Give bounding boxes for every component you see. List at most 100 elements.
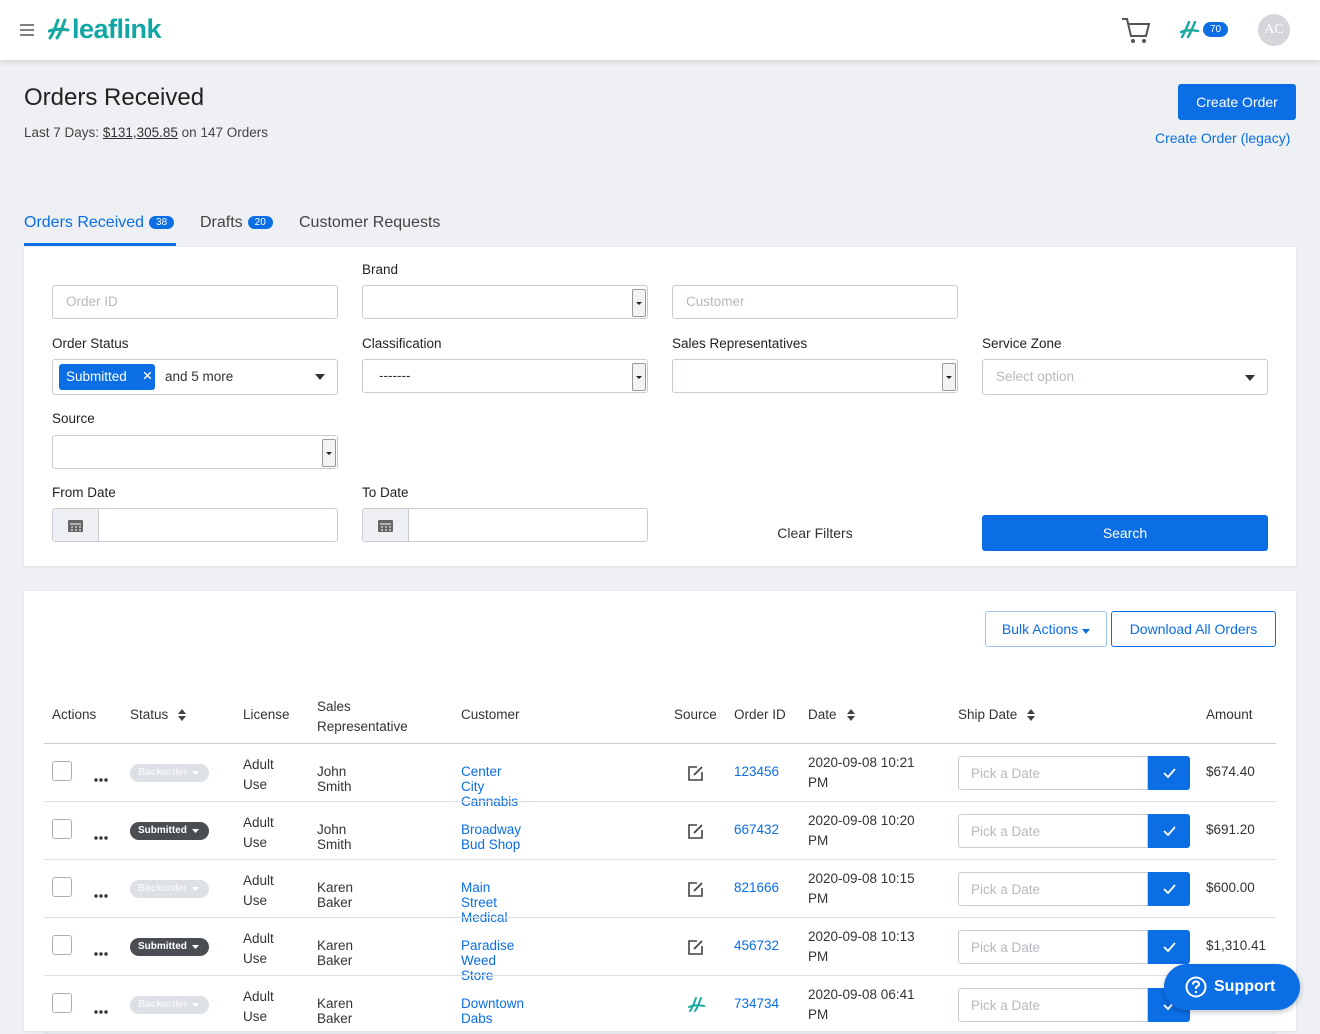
row-checkbox[interactable] [52, 935, 72, 955]
row-actions-menu[interactable] [94, 827, 108, 843]
order-id-link[interactable]: 456732 [734, 938, 780, 953]
row-actions-menu[interactable] [94, 885, 108, 901]
to-date-input[interactable] [362, 508, 648, 542]
leaflink-icon[interactable] [1180, 21, 1200, 39]
row-checkbox[interactable] [52, 819, 72, 839]
create-order-button[interactable]: Create Order [1178, 84, 1296, 120]
order-status-select[interactable]: Submitted and 5 more [52, 359, 338, 395]
customer-link[interactable]: Downtown Dabs [461, 996, 525, 1026]
download-button[interactable]: Download All Orders [1111, 611, 1276, 647]
customer-link[interactable]: Main Street Medical [461, 880, 508, 925]
label: Source [52, 411, 95, 426]
cart-icon[interactable] [1121, 16, 1151, 44]
header-rule [44, 743, 1276, 744]
ship-date-confirm[interactable] [1148, 872, 1190, 906]
customer-input[interactable]: Customer [672, 285, 958, 319]
notification-badge: 70 [1203, 22, 1229, 37]
column-header[interactable]: Status [130, 707, 187, 722]
tab[interactable]: Customer Requests [299, 214, 441, 231]
ship-date-confirm[interactable] [1148, 756, 1190, 790]
tab-count: 38 [149, 216, 175, 230]
label: Sales Representatives [672, 336, 808, 351]
placeholder: Order ID [66, 294, 118, 309]
source-select[interactable] [52, 435, 338, 469]
label: Service Zone [982, 336, 1062, 351]
support-label: Support [1214, 978, 1276, 995]
license: Adult Use [243, 815, 274, 850]
clear-filters-button[interactable]: Clear Filters [777, 525, 853, 541]
ship-date-confirm[interactable] [1148, 814, 1190, 848]
customer-link[interactable]: Paradise Weed Store [461, 938, 515, 983]
brand-select[interactable] [362, 285, 648, 319]
page-title: Orders Received [24, 84, 205, 111]
row-actions-menu[interactable] [94, 943, 108, 959]
help-icon [1185, 976, 1207, 998]
status-pill[interactable]: Backorder [130, 764, 210, 782]
label: From Date [52, 485, 116, 500]
tab-label: Drafts [200, 214, 243, 231]
service-zone-select[interactable]: Select option [982, 359, 1268, 395]
customer-link[interactable]: Center City Cannabis [461, 764, 519, 809]
ship-date-input[interactable]: Pick a Date [958, 872, 1148, 906]
status-pill[interactable]: Submitted [130, 822, 209, 840]
status-pill[interactable]: Backorder [130, 880, 210, 898]
source-icon [688, 765, 704, 784]
tab[interactable]: Drafts 20 [200, 214, 273, 232]
source-icon [688, 823, 704, 842]
label: Classification [362, 336, 442, 351]
row-checkbox[interactable] [52, 877, 72, 897]
select-value: ------- [379, 368, 411, 383]
order-id-link[interactable]: 667432 [734, 822, 780, 837]
placeholder: Pick a Date [971, 882, 1041, 897]
column-header[interactable]: Date [808, 707, 855, 722]
sales-rep: Karen Baker [317, 938, 354, 968]
logo[interactable]: leaflink [72, 14, 162, 44]
license: Adult Use [243, 757, 274, 792]
row-checkbox[interactable] [52, 761, 72, 781]
summary: Last 7 Days: $131,305.85 on 147 Orders [24, 125, 268, 140]
order-date: 2020-09-08 10:13 PM [808, 929, 915, 964]
row-actions-menu[interactable] [94, 1001, 108, 1017]
label: Order Status [52, 336, 129, 351]
ship-date-confirm[interactable] [1148, 930, 1190, 964]
tab-count: 20 [247, 216, 273, 230]
caret [1082, 629, 1091, 634]
order-id-input[interactable]: Order ID [52, 285, 338, 319]
ship-date-input[interactable]: Pick a Date [958, 814, 1148, 848]
ship-date-input[interactable]: Pick a Date [958, 988, 1148, 1022]
customer-link[interactable]: Broadway Bud Shop [461, 822, 522, 852]
caret [192, 1003, 200, 1007]
ship-date-input[interactable]: Pick a Date [958, 756, 1148, 790]
create-order-legacy-link[interactable]: Create Order (legacy) [1155, 130, 1291, 146]
avatar[interactable]: AC [1258, 14, 1290, 46]
more-text: and 5 more [165, 369, 234, 384]
label: To Date [362, 485, 409, 500]
placeholder: Pick a Date [971, 940, 1041, 955]
sales-rep: John Smith [317, 764, 352, 794]
caret [192, 887, 200, 891]
top-bar: leaflink 70 AC [0, 0, 1320, 60]
order-id-link[interactable]: 123456 [734, 764, 780, 779]
bulk-actions-button[interactable]: Bulk Actions [985, 611, 1107, 647]
row-actions-menu[interactable] [94, 769, 108, 785]
search-button[interactable]: Search [982, 515, 1268, 551]
order-id-link[interactable]: 821666 [734, 880, 780, 895]
sales-reps-select[interactable] [672, 359, 958, 393]
row-rule [44, 975, 1276, 976]
order-date: 2020-09-08 10:21 PM [808, 755, 915, 790]
ship-date-input[interactable]: Pick a Date [958, 930, 1148, 964]
status-chip[interactable]: Submitted [59, 364, 155, 390]
row-checkbox[interactable] [52, 993, 72, 1013]
support-button[interactable]: Support [1164, 964, 1300, 1010]
classification-select[interactable]: ------- [362, 359, 648, 393]
chip-remove[interactable] [144, 372, 151, 379]
menu-icon[interactable] [20, 24, 34, 36]
order-id-link[interactable]: 734734 [734, 996, 780, 1011]
tab[interactable]: Orders Received 38 [24, 214, 175, 232]
column-header[interactable]: Ship Date [958, 707, 1036, 722]
status-pill[interactable]: Submitted [130, 938, 209, 956]
from-date-input[interactable] [52, 508, 338, 542]
status-pill[interactable]: Backorder [130, 996, 210, 1014]
